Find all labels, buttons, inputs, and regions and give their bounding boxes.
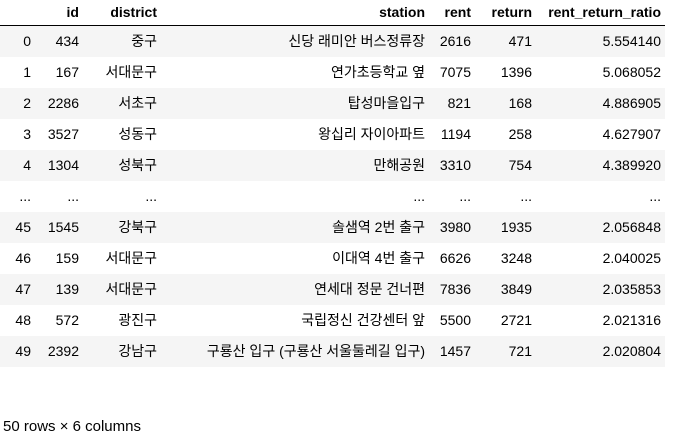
row-index: 47 [15,281,31,297]
header-return: return [473,0,534,26]
cell-rent: 7836 [439,281,471,297]
table-row: 48 572 광진구 국립정신 건강센터 앞 5500 2721 2.02131… [0,305,665,336]
cell-rent-return-ratio: 2.035853 [602,281,661,297]
cell-station: 만해공원 [373,157,425,173]
cell-id: ... [67,188,79,204]
cell-station: 신당 래미안 버스정류장 [288,33,425,49]
cell-rent-return-ratio: 4.389920 [602,157,661,173]
cell-district: 서대문구 [105,64,157,80]
cell-rent-return-ratio: 2.056848 [602,219,661,235]
shape-summary: 50 rows × 6 columns [3,418,141,435]
cell-district: 서대문구 [105,281,157,297]
cell-id: 1304 [47,157,79,173]
cell-id: 1545 [47,219,79,235]
cell-return: 3248 [500,250,532,266]
cell-return: ... [520,188,532,204]
table-row: 0 434 중구 신당 래미안 버스정류장 2616 471 5.554140 [0,25,665,57]
header-rent: rent [429,0,473,26]
cell-station: 솔샘역 2번 출구 [332,219,425,235]
cell-rent-return-ratio: 2.040025 [602,250,661,266]
cell-rent-return-ratio: 5.068052 [602,64,661,80]
cell-rent: 7075 [439,64,471,80]
cell-return: 2721 [500,312,532,328]
cell-return: 471 [508,33,532,49]
cell-rent: 3310 [439,157,471,173]
header-index [0,0,34,26]
header-rent-return-ratio: rent_return_ratio [534,0,665,26]
row-index: 4 [23,157,31,173]
table-row: 49 2392 강남구 구룡산 입구 (구룡산 서울둘레길 입구) 1457 7… [0,336,665,367]
cell-rent-return-ratio: 5.554140 [602,33,661,49]
cell-rent-return-ratio: 2.021316 [602,312,661,328]
cell-station: ... [413,188,425,204]
cell-station: 국립정신 건강센터 앞 [301,312,425,328]
table-row: 3 3527 성동구 왕십리 자이아파트 1194 258 4.627907 [0,119,665,150]
row-index: 0 [23,33,31,49]
cell-rent: ... [459,188,471,204]
cell-rent-return-ratio: 4.886905 [602,95,661,111]
cell-id: 434 [55,33,79,49]
cell-district: 중구 [131,33,157,49]
cell-id: 3527 [47,126,79,142]
cell-rent: 1457 [439,343,471,359]
cell-district: 성북구 [118,157,157,173]
cell-station: 이대역 4번 출구 [332,250,425,266]
cell-return: 168 [508,95,532,111]
cell-rent: 821 [447,95,471,111]
row-index: 48 [15,312,31,328]
row-index: ... [19,188,31,204]
header-row: id district station rent return rent_ret… [0,0,665,26]
cell-return: 1935 [500,219,532,235]
row-index: 3 [23,126,31,142]
cell-district: 강남구 [118,343,157,359]
ellipsis-row: ... ... ... ... ... ... ... [0,181,665,212]
cell-rent-return-ratio: 2.020804 [602,343,661,359]
cell-id: 139 [55,281,79,297]
header-district: district [81,0,161,26]
row-index: 46 [15,250,31,266]
cell-station: 연가초등학교 옆 [330,64,425,80]
header-id: id [34,0,81,26]
row-index: 2 [23,95,31,111]
table-row: 2 2286 서초구 탑성마을입구 821 168 4.886905 [0,88,665,119]
cell-return: 1396 [500,64,532,80]
cell-rent-return-ratio: ... [649,188,661,204]
table-row: 47 139 서대문구 연세대 정문 건너편 7836 3849 2.03585… [0,274,665,305]
cell-id: 2392 [47,343,79,359]
cell-rent: 2616 [439,33,471,49]
cell-station: 연세대 정문 건너편 [314,281,425,297]
cell-id: 572 [55,312,79,328]
cell-district: 강북구 [118,219,157,235]
cell-return: 754 [508,157,532,173]
cell-station: 탑성마을입구 [347,95,425,111]
cell-rent: 3980 [439,219,471,235]
cell-return: 721 [508,343,532,359]
row-index: 49 [15,343,31,359]
row-index: 45 [15,219,31,235]
cell-return: 3849 [500,281,532,297]
cell-district: ... [145,188,157,204]
cell-rent-return-ratio: 4.627907 [602,126,661,142]
cell-district: 성동구 [118,126,157,142]
cell-id: 2286 [47,95,79,111]
header-station: station [161,0,429,26]
table-row: 45 1545 강북구 솔샘역 2번 출구 3980 1935 2.056848 [0,212,665,243]
cell-district: 서초구 [118,95,157,111]
cell-rent: 1194 [440,126,471,142]
cell-station: 구룡산 입구 (구룡산 서울둘레길 입구) [206,343,425,359]
row-index: 1 [23,64,31,80]
table-row: 1 167 서대문구 연가초등학교 옆 7075 1396 5.068052 [0,57,665,88]
cell-rent: 5500 [439,312,471,328]
cell-id: 167 [55,64,79,80]
cell-id: 159 [55,250,79,266]
cell-station: 왕십리 자이아파트 [318,126,425,142]
dataframe-table: id district station rent return rent_ret… [0,0,665,367]
cell-district: 광진구 [118,312,157,328]
cell-district: 서대문구 [105,250,157,266]
table-row: 4 1304 성북구 만해공원 3310 754 4.389920 [0,150,665,181]
cell-rent: 6626 [439,250,471,266]
cell-return: 258 [508,126,532,142]
table-row: 46 159 서대문구 이대역 4번 출구 6626 3248 2.040025 [0,243,665,274]
